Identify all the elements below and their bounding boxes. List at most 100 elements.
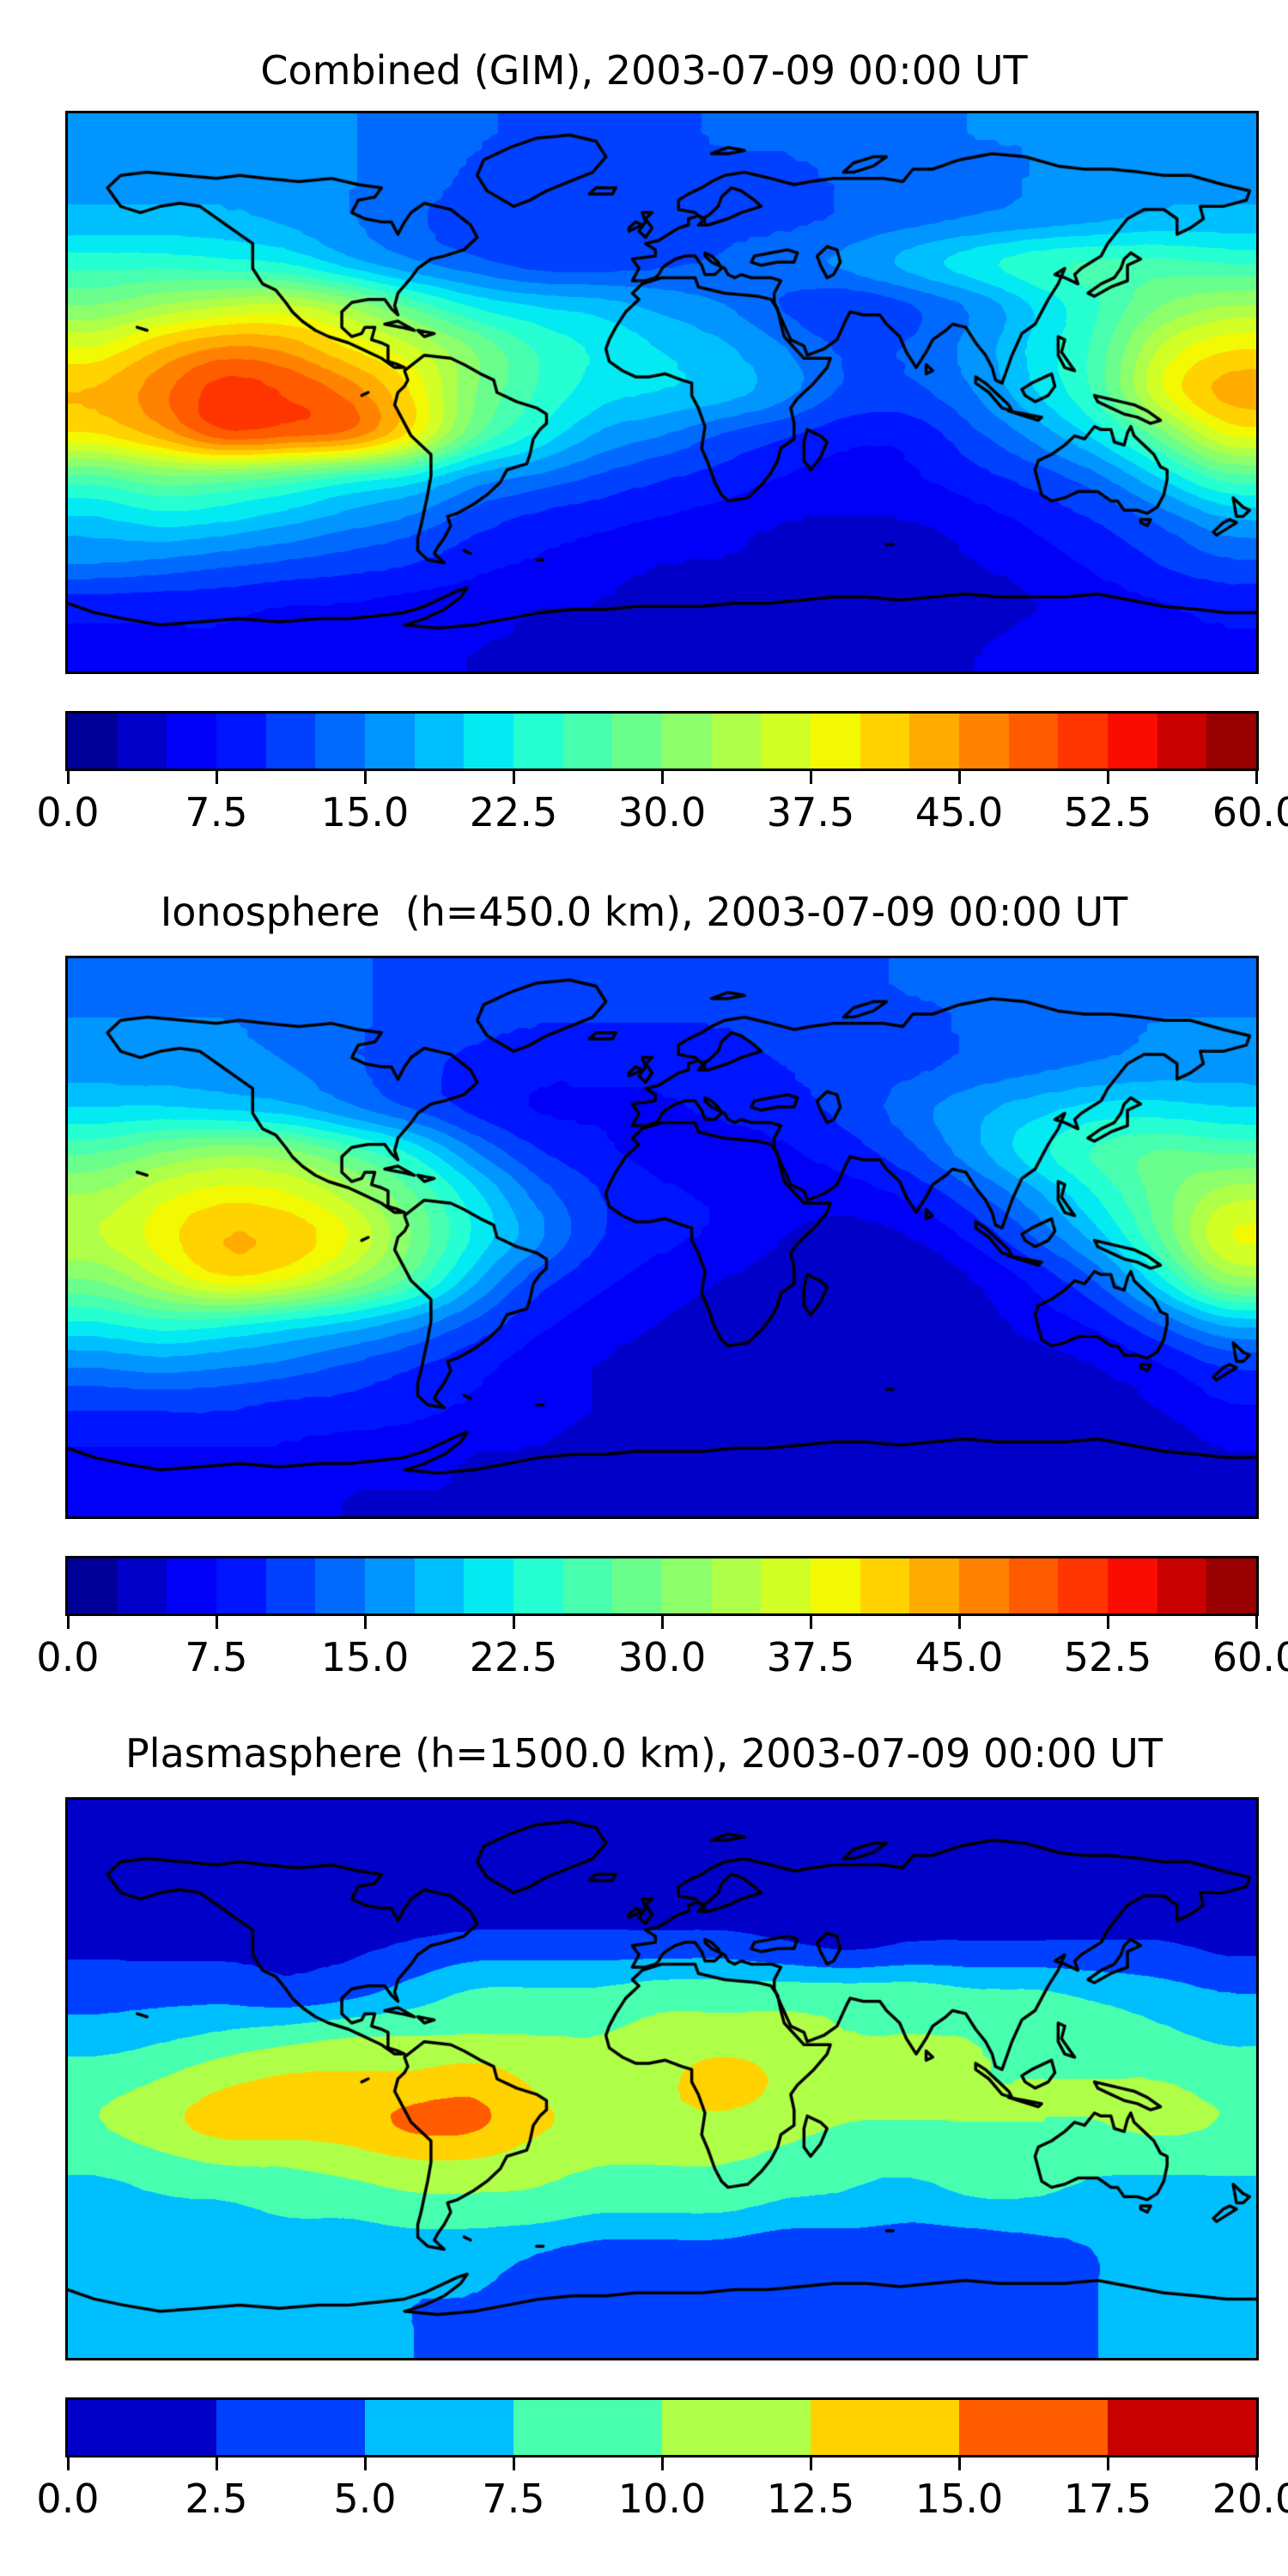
colorbar-segment — [167, 714, 217, 769]
colorbar-tick — [363, 1616, 367, 1629]
colorbar-axis-plasmasphere: 0.0 2.5 5.0 7.5 10.0 12.5 15.0 17.5 20.0 — [36, 2458, 1288, 2569]
colorbar-tick — [809, 771, 812, 784]
colorbar-segment — [365, 714, 415, 769]
colorbar-segment — [216, 714, 266, 769]
colorbar-tick — [1255, 1616, 1258, 1629]
colorbar-segment — [1108, 714, 1157, 769]
map-canvas-combined — [68, 113, 1256, 671]
colorbar-tick-label: 5.0 — [333, 2476, 397, 2522]
colorbar-tick-label: 45.0 — [914, 789, 1004, 835]
colorbar-segment — [513, 2400, 662, 2455]
colorbar-tick — [512, 1616, 515, 1629]
colorbar-segment — [167, 1558, 217, 1613]
colorbar-segment — [662, 2400, 811, 2455]
colorbar-segment — [959, 714, 1009, 769]
colorbar-segment — [1058, 1558, 1109, 1613]
colorbar-tick-label: 15.0 — [320, 1634, 410, 1680]
colorbar-segment — [612, 1558, 663, 1613]
map-canvas-ionosphere — [68, 958, 1256, 1516]
colorbar-segment — [1108, 1558, 1157, 1613]
colorbar-segment — [68, 714, 118, 769]
colorbar-tick — [1106, 771, 1109, 784]
colorbar-tick-label: 0.0 — [36, 2476, 100, 2522]
colorbar-tick-label: 30.0 — [617, 789, 707, 835]
colorbar-segment — [959, 2400, 1108, 2455]
colorbar-tick-label: 52.5 — [1063, 1634, 1152, 1680]
colorbar-segment — [464, 714, 514, 769]
colorbar-segment — [959, 1558, 1009, 1613]
panel-title-combined: Combined (GIM), 2003-07-09 00:00 UT — [260, 47, 1028, 94]
colorbar-tick — [66, 2458, 70, 2470]
colorbar-segment — [365, 1558, 415, 1613]
colorbar-tick — [957, 1616, 961, 1629]
colorbar-tick-label: 7.5 — [185, 789, 248, 835]
colorbar-tick — [512, 771, 515, 784]
colorbar-tick — [66, 771, 70, 784]
colorbar-segment — [711, 714, 762, 769]
colorbar-segment — [365, 2400, 513, 2455]
colorbar-tick — [215, 771, 218, 784]
panel-title-plasmasphere: Plasmasphere (h=1500.0 km), 2003-07-09 0… — [125, 1730, 1163, 1777]
colorbar-segment — [513, 714, 563, 769]
colorbar-segment — [315, 1558, 366, 1613]
colorbar-segment — [265, 714, 316, 769]
colorbar-tick-label: 22.5 — [469, 1634, 558, 1680]
panel-title-ionosphere: Ionosphere (h=450.0 km), 2003-07-09 00:0… — [160, 889, 1128, 935]
colorbar-tick — [1255, 771, 1258, 784]
colorbar-tick — [1106, 2458, 1109, 2470]
colorbar-segment — [216, 1558, 266, 1613]
colorbar-axis-ionosphere: 0.0 7.5 15.0 22.5 30.0 37.5 45.0 52.5 60.0 — [36, 1616, 1288, 1728]
colorbar-segment — [562, 714, 613, 769]
colorbar-segment — [68, 1558, 118, 1613]
colorbar-tick — [215, 1616, 218, 1629]
colorbar-tick — [809, 2458, 812, 2470]
colorbar-tick — [957, 771, 961, 784]
colorbar-tick-label: 0.0 — [36, 1634, 100, 1680]
colorbar-tick-label: 10.0 — [617, 2476, 707, 2522]
colorbar-tick — [660, 2458, 664, 2470]
colorbar-tick-label: 7.5 — [185, 1634, 248, 1680]
colorbar-ionosphere — [65, 1556, 1259, 1616]
colorbar-tick-label: 0.0 — [36, 789, 100, 835]
world-map-ionosphere — [65, 956, 1259, 1519]
colorbar-tick-label: 60.0 — [1212, 789, 1288, 835]
colorbar-segment — [711, 1558, 762, 1613]
colorbar-tick-label: 30.0 — [617, 1634, 707, 1680]
colorbar-segment — [414, 1558, 465, 1613]
colorbar-segment — [117, 714, 167, 769]
colorbar-segment — [761, 1558, 811, 1613]
colorbar-tick-label: 20.0 — [1212, 2476, 1288, 2522]
colorbar-tick-label: 22.5 — [469, 789, 558, 835]
colorbar-segment — [860, 714, 910, 769]
colorbar-tick — [66, 1616, 70, 1629]
colorbar-tick — [363, 2458, 367, 2470]
colorbar-segment — [662, 714, 712, 769]
colorbar-tick — [1106, 1616, 1109, 1629]
colorbar-tick-label: 52.5 — [1063, 789, 1152, 835]
colorbar-plasmasphere — [65, 2397, 1259, 2458]
colorbar-segment — [612, 714, 663, 769]
colorbar-tick-label: 15.0 — [914, 2476, 1004, 2522]
colorbar-segment — [909, 714, 960, 769]
colorbar-tick — [660, 1616, 664, 1629]
colorbar-segment — [1108, 2400, 1256, 2455]
colorbar-segment — [811, 2400, 959, 2455]
colorbar-segment — [265, 1558, 316, 1613]
colorbar-tick-label: 37.5 — [766, 1634, 855, 1680]
colorbar-segment — [117, 1558, 167, 1613]
colorbar-tick-label: 37.5 — [766, 789, 855, 835]
colorbar-segment — [513, 1558, 563, 1613]
colorbar-segment — [1008, 714, 1059, 769]
colorbar-segment — [1206, 714, 1256, 769]
colorbar-tick — [1255, 2458, 1258, 2470]
colorbar-axis-combined: 0.0 7.5 15.0 22.5 30.0 37.5 45.0 52.5 60.0 — [36, 771, 1288, 883]
colorbar-tick-label: 60.0 — [1212, 1634, 1288, 1680]
colorbar-segment — [662, 1558, 712, 1613]
colorbar-segment — [562, 1558, 613, 1613]
colorbar-tick — [512, 2458, 515, 2470]
colorbar-segment — [414, 714, 465, 769]
colorbar-tick-label: 45.0 — [914, 1634, 1004, 1680]
colorbar-segment — [761, 714, 811, 769]
colorbar-segment — [68, 2400, 216, 2455]
colorbar-segment — [464, 1558, 514, 1613]
